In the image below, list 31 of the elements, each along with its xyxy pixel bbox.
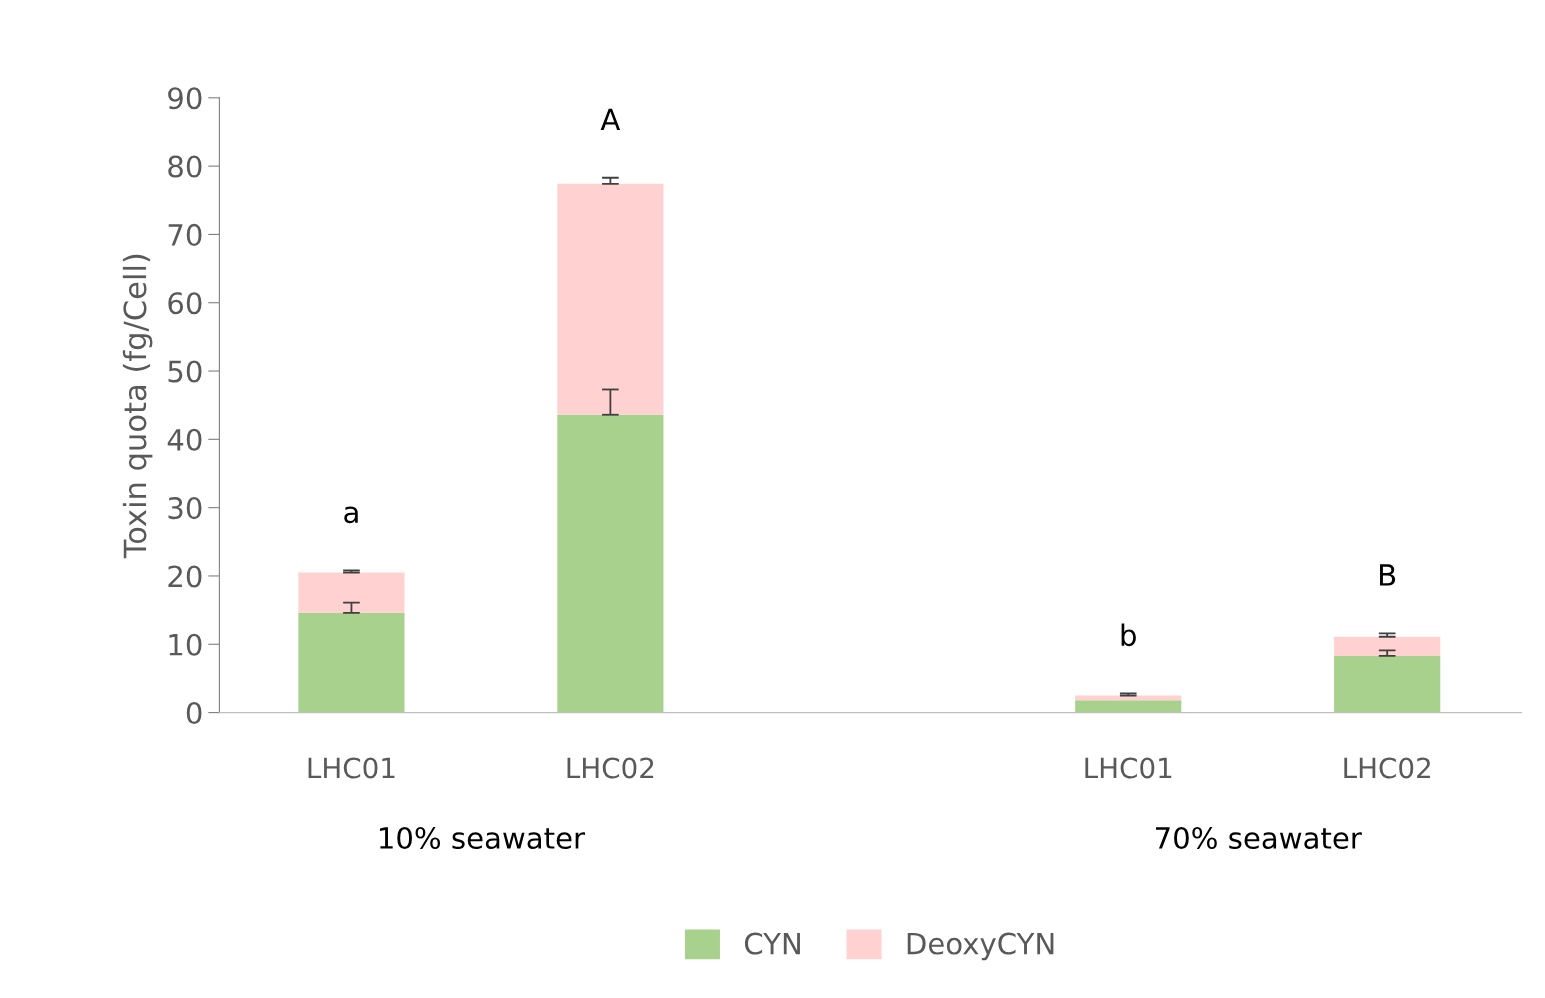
annotation: a (344, 506, 358, 524)
bar (1334, 636, 1441, 656)
bar (1334, 655, 1441, 713)
annotation: b (1121, 623, 1136, 647)
legend-label: CYN (744, 932, 800, 955)
y-tick-label: 60 (168, 292, 202, 315)
text: 10% seawater (380, 826, 586, 850)
y-tick-label: 50 (168, 360, 202, 383)
y-axis-title: Toxin quota (fg/Cell) (122, 254, 153, 559)
text: 70% seawater (1156, 826, 1362, 850)
annotation: B (1380, 564, 1396, 586)
y-tick-label: 30 (168, 497, 202, 520)
y-tick-label: 70 (168, 223, 202, 246)
bar (298, 572, 405, 613)
bar (1075, 700, 1182, 713)
legend-label: DeoxyCYN (907, 932, 1054, 961)
x-tick-label: LHC02 (1344, 757, 1430, 779)
x-tick-label: LHC02 (567, 757, 654, 779)
x-tick-label: LHC01 (1085, 757, 1172, 779)
y-tick-label: 40 (167, 428, 202, 451)
bar (298, 612, 405, 713)
bar (557, 414, 664, 713)
y-tick-label: 80 (168, 155, 202, 178)
y-tick-label: 0 (186, 702, 202, 725)
y-tick-label: 90 (168, 87, 202, 110)
y-tick-label: 20 (168, 565, 202, 588)
annotation: A (600, 108, 621, 130)
bar (1075, 695, 1182, 701)
bar (557, 183, 664, 415)
y-tick-label: 10 (169, 633, 202, 656)
x-tick-label: LHC01 (308, 757, 395, 779)
